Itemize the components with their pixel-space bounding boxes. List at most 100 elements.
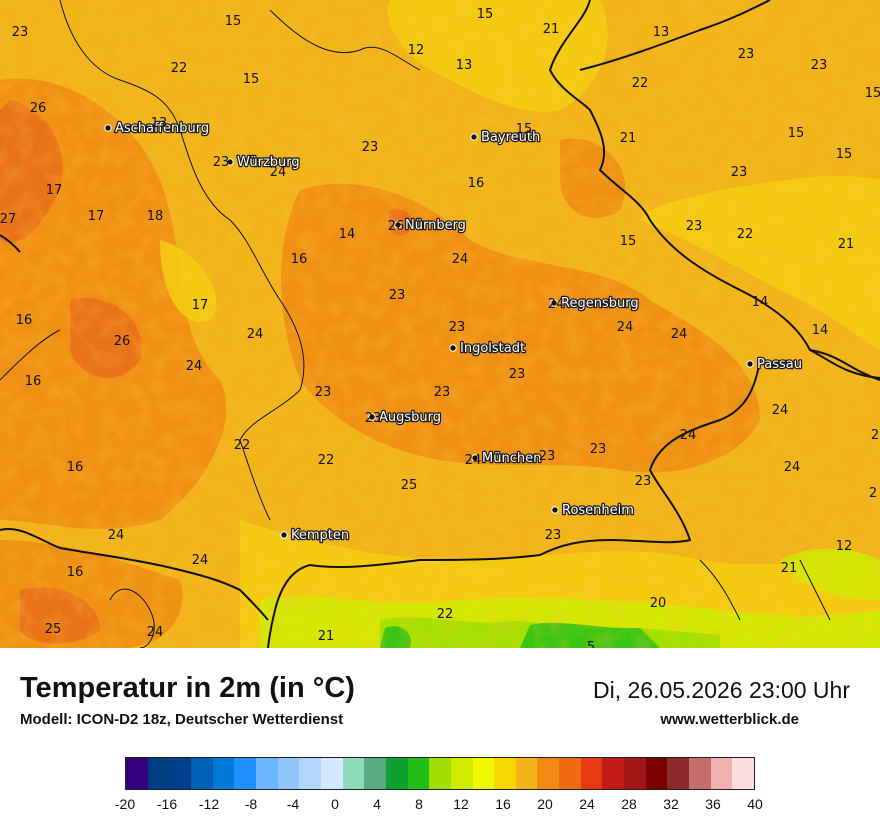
legend-swatch: [342, 758, 365, 789]
city-label: Passau: [757, 357, 802, 372]
model-credit: Modell: ICON-D2 18z, Deutscher Wetterdie…: [20, 711, 344, 728]
temperature-value: 16: [468, 176, 485, 191]
legend-tick-label: 12: [453, 796, 469, 812]
state-borders: [0, 0, 831, 648]
city-label: München: [482, 451, 541, 466]
legend-swatch: [320, 758, 343, 789]
temperature-value: 14: [339, 227, 356, 242]
legend-tick-label: 40: [747, 796, 763, 812]
field-texture: [0, 0, 880, 648]
city-marker: [471, 454, 479, 462]
temperature-value: 18: [147, 209, 164, 224]
city-marker: [551, 506, 559, 514]
city-label: Regensburg: [561, 296, 639, 311]
city-marker: [368, 413, 376, 421]
legend-swatch: [299, 758, 321, 789]
city-marker: [470, 133, 478, 141]
temperature-value: 13: [653, 25, 670, 40]
temperature-value: 23: [389, 288, 406, 303]
temperature-value: 24: [548, 297, 565, 312]
temperature-value: 14: [812, 323, 829, 338]
temperature-value: 23: [213, 155, 230, 170]
temperature-value: 22: [632, 76, 649, 91]
legend-swatch: [126, 758, 148, 789]
legend-swatch: [689, 758, 711, 789]
temperature-value: 24: [784, 460, 801, 475]
temperature-value: 24: [247, 327, 264, 342]
temperature-value: 20: [650, 596, 667, 611]
map-title: Temperatur in 2m (in °C): [20, 672, 355, 704]
temperature-value: 26: [114, 334, 131, 349]
legend-swatch: [710, 758, 733, 789]
temperature-value: 23: [539, 449, 556, 464]
temperature-value: 23: [686, 219, 703, 234]
legend-swatch: [255, 758, 278, 789]
temperature-value: 21: [781, 561, 798, 576]
temperature-value: 17: [192, 298, 209, 313]
temperature-value: 15: [516, 122, 533, 137]
temperature-value: 12: [408, 43, 425, 58]
legend-swatch: [494, 758, 516, 789]
legend-tick-label: -4: [286, 796, 300, 812]
legend-swatch: [364, 758, 386, 789]
temperature-value: 23: [811, 58, 828, 73]
temperature-value: 22: [318, 453, 335, 468]
temperature-value: 22: [737, 227, 754, 242]
city-marker: [550, 299, 558, 307]
map-canvas: Aschaffenburg Würzburg Bayreuth Nürnberg Reg…: [0, 0, 880, 648]
legend-swatch: [732, 758, 755, 789]
temperature-map: Aschaffenburg Würzburg Bayreuth Nürnberg Reg…: [0, 0, 880, 648]
temperature-legend: [125, 757, 755, 790]
temperature-value: 15: [243, 72, 260, 87]
city-marker: [226, 158, 234, 166]
legend-tick-label: 16: [495, 796, 511, 812]
temperature-value: 16: [16, 313, 33, 328]
legend-tick-label: 36: [705, 796, 721, 812]
temperature-value: 23: [545, 528, 562, 543]
temperature-value: 23: [635, 474, 652, 489]
country-borders: [0, 0, 880, 648]
temperature-value: 26: [388, 219, 405, 234]
legend-swatch: [169, 758, 191, 789]
temperature-value: 27: [0, 212, 16, 227]
temperature-value: 23: [738, 47, 755, 62]
temperature-value: 24: [270, 165, 287, 180]
temperature-value: 22: [437, 607, 454, 622]
temperature-value: 24: [192, 553, 209, 568]
legend-swatch: [602, 758, 625, 789]
temperature-value: 24: [465, 453, 482, 468]
temperature-value: 23: [434, 385, 451, 400]
city-marker: [449, 344, 457, 352]
legend-swatch: [277, 758, 300, 789]
city-layer: Aschaffenburg Würzburg Bayreuth Nürnberg Reg…: [104, 120, 803, 544]
temperature-value: 21: [543, 22, 560, 37]
temperature-value: 24: [108, 528, 125, 543]
legend-swatch: [385, 758, 408, 789]
temperature-value: 22: [234, 438, 251, 453]
city-label: Aschaffenburg: [115, 121, 209, 136]
temperature-value: 5: [587, 640, 595, 648]
legend-swatch: [624, 758, 646, 789]
temperature-value: 16: [67, 565, 84, 580]
temperature-value: 15: [620, 234, 637, 249]
city-marker: [394, 221, 402, 229]
legend-swatch: [190, 758, 213, 789]
temperature-value: 15: [836, 147, 853, 162]
temperature-value: 15: [788, 126, 805, 141]
temperature-value: 2: [871, 428, 879, 443]
temperature-value: 24: [772, 403, 789, 418]
temperature-value: 22: [171, 61, 188, 76]
website-link[interactable]: www.wetterblick.de: [660, 711, 799, 728]
temperature-value: 23: [315, 385, 332, 400]
legend-swatch: [580, 758, 603, 789]
city-marker: [746, 360, 754, 368]
forecast-datetime: Di, 26.05.2026 23:00 Uhr: [592, 677, 850, 703]
legend-swatch: [537, 758, 560, 789]
legend-tick-label: 20: [537, 796, 553, 812]
temperature-value: 16: [67, 460, 84, 475]
temperature-value: 23: [590, 442, 607, 457]
city-marker: [104, 124, 112, 132]
legend-swatch: [429, 758, 451, 789]
legend-swatch: [407, 758, 430, 789]
city-label: Kempten: [291, 528, 349, 543]
